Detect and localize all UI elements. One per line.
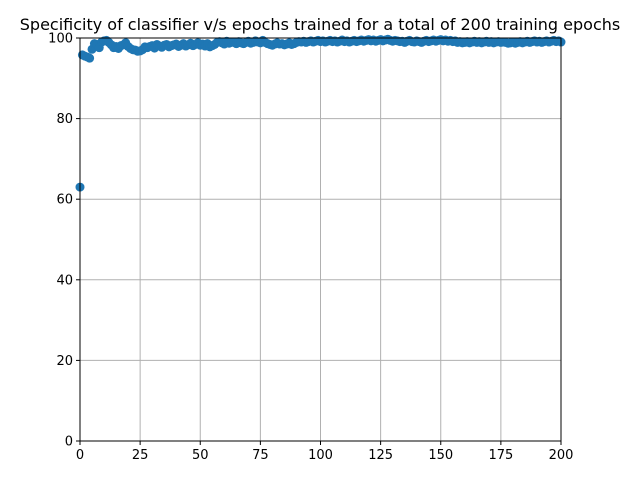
x-tick-label: 175 [488,448,513,463]
x-tick-label: 75 [252,448,269,463]
y-tick-label: 0 [65,435,73,450]
data-point [85,53,95,63]
y-tick-label: 20 [56,354,73,369]
y-tick-label: 40 [56,273,73,288]
y-tick-label: 100 [48,32,73,47]
x-tick-label: 150 [428,448,453,463]
axis-ticks: 0 25 50 75 100 125 150 175 200 0 20 40 60 80 100 [48,32,573,464]
plot-frame [79,37,562,442]
y-tick-label: 60 [56,193,73,208]
x-tick-label: 50 [192,448,209,463]
y-tick-label: 80 [56,112,73,127]
x-tick-label: 100 [308,448,333,463]
x-tick-label: 0 [76,448,84,463]
x-tick-label: 25 [132,448,149,463]
grid-lines [79,37,562,442]
x-tick-label: 125 [368,448,393,463]
x-tick-label: 200 [549,448,574,463]
chart-title: Specificity of classifier v/s epochs tra… [20,15,620,34]
